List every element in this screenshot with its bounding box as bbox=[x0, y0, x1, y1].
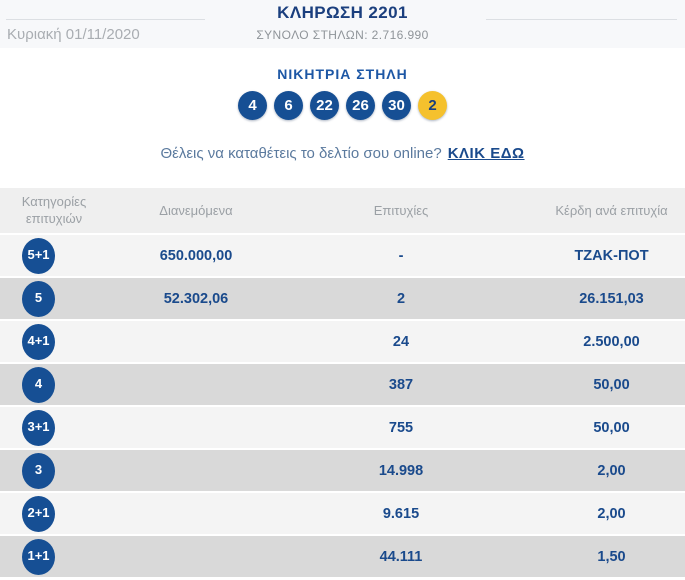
prize-cell: 1,50 bbox=[597, 548, 626, 565]
table-row: 1+1 44.111 1,50 bbox=[0, 536, 685, 577]
table-row: 5 52.302,06 2 26.151,03 bbox=[0, 278, 685, 319]
table-row: 3 14.998 2,00 bbox=[0, 450, 685, 491]
winners-cell: - bbox=[398, 247, 404, 264]
category-badge: 5 bbox=[22, 280, 55, 317]
prize-cell: ΤΖΑΚ-ΠΟΤ bbox=[574, 247, 649, 264]
winning-number-ball: 30 bbox=[382, 91, 411, 120]
results-table: Κατηγορίες επιτυχιών Διανεμόμενα Επιτυχί… bbox=[0, 188, 685, 577]
prize-cell: 2,00 bbox=[597, 462, 626, 479]
prize-cell: 2,00 bbox=[597, 505, 626, 522]
table-header-row: Κατηγορίες επιτυχιών Διανεμόμενα Επιτυχί… bbox=[0, 188, 685, 233]
category-badge: 4 bbox=[22, 366, 55, 403]
table-row: 4+1 24 2.500,00 bbox=[0, 321, 685, 362]
draw-date: Κυριακή 01/11/2020 bbox=[7, 26, 140, 43]
winning-title: ΝΙΚΗΤΡΙΑ ΣΤΗΛΗ bbox=[277, 66, 408, 82]
draw-header: ΚΛΗΡΩΣΗ 2201 Κυριακή 01/11/2020 ΣΥΝΟΛΟ Σ… bbox=[0, 0, 685, 48]
category-badge: 4+1 bbox=[22, 323, 55, 360]
click-here-link[interactable]: ΚΛΙΚ ΕΔΩ bbox=[447, 145, 525, 162]
header-prize: Κέρδη ανά επιτυχία bbox=[555, 203, 668, 218]
winners-cell: 755 bbox=[388, 419, 414, 436]
table-row: 3+1 755 50,00 bbox=[0, 407, 685, 448]
prize-cell: 50,00 bbox=[593, 419, 630, 436]
prize-cell: 2.500,00 bbox=[583, 333, 640, 350]
total-columns: ΣΥΝΟΛΟ ΣΤΗΛΩΝ: 2.716.990 bbox=[256, 28, 429, 42]
promo-line: Θέλεις να καταθέτεις το δελτίο σου onlin… bbox=[0, 145, 685, 162]
winners-cell: 387 bbox=[388, 376, 414, 393]
promo-question: Θέλεις να καταθέτεις το δελτίο σου onlin… bbox=[160, 145, 442, 162]
header-winners: Επιτυχίες bbox=[373, 203, 429, 218]
header-distributed: Διανεμόμενα bbox=[159, 203, 233, 218]
distributed-cell: 650.000,00 bbox=[159, 247, 233, 264]
prize-cell: 50,00 bbox=[593, 376, 630, 393]
category-badge: 2+1 bbox=[22, 495, 55, 532]
winners-cell: 44.111 bbox=[379, 548, 423, 565]
winners-cell: 2 bbox=[396, 290, 406, 307]
winning-number-ball: 4 bbox=[238, 91, 267, 120]
winning-section: ΝΙΚΗΤΡΙΑ ΣΤΗΛΗ 4 6 22 26 30 2 Θέλεις να … bbox=[0, 66, 685, 162]
divider-right bbox=[486, 19, 677, 20]
winners-cell: 14.998 bbox=[378, 462, 424, 479]
winning-numbers: 4 6 22 26 30 2 bbox=[0, 91, 685, 120]
winning-number-ball: 6 bbox=[274, 91, 303, 120]
divider-left bbox=[6, 19, 205, 20]
category-badge: 1+1 bbox=[22, 538, 55, 575]
table-row: 5+1 650.000,00 - ΤΖΑΚ-ΠΟΤ bbox=[0, 235, 685, 276]
header-category: Κατηγορίες επιτυχιών bbox=[21, 193, 87, 226]
distributed-cell: 52.302,06 bbox=[163, 290, 229, 307]
category-badge: 3+1 bbox=[22, 409, 55, 446]
category-badge: 3 bbox=[22, 452, 55, 489]
winning-number-ball: 26 bbox=[346, 91, 375, 120]
prize-cell: 26.151,03 bbox=[579, 290, 644, 307]
table-row: 2+1 9.615 2,00 bbox=[0, 493, 685, 534]
winning-number-ball: 22 bbox=[310, 91, 339, 120]
category-badge: 5+1 bbox=[22, 237, 55, 274]
draw-title: ΚΛΗΡΩΣΗ 2201 bbox=[277, 3, 408, 22]
joker-number-ball: 2 bbox=[418, 91, 447, 120]
winners-cell: 24 bbox=[392, 333, 410, 350]
table-row: 4 387 50,00 bbox=[0, 364, 685, 405]
winners-cell: 9.615 bbox=[382, 505, 420, 522]
